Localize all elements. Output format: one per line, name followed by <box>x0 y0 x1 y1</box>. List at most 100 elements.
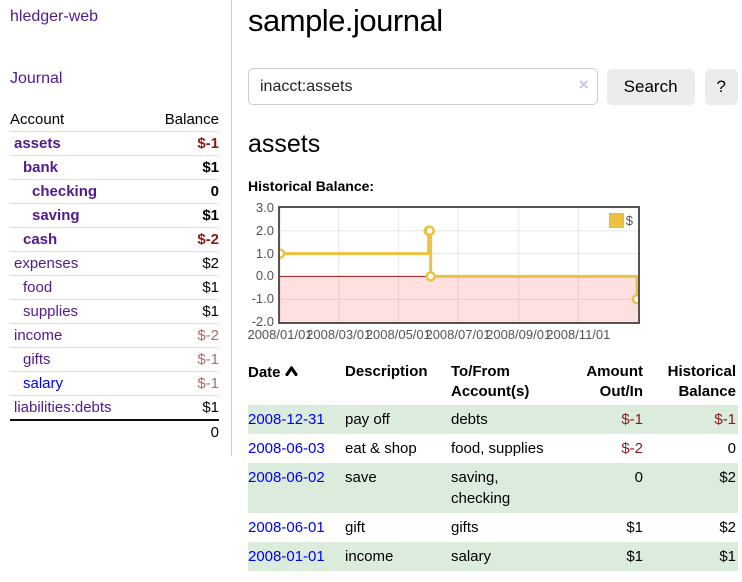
register-row[interactable]: 2008-12-31 pay off debts $-1 $-1 <box>248 405 738 434</box>
chart-plot-area: $ <box>278 206 640 324</box>
register-header-description: Description <box>345 363 428 380</box>
register-header-balance: Historical Balance <box>667 363 736 400</box>
account-balance: $2 <box>146 251 219 276</box>
transaction-date-link[interactable]: 2008-06-03 <box>248 440 325 457</box>
search-form: × Search ? <box>248 68 738 105</box>
account-balance: $-1 <box>146 371 219 396</box>
accounts-table: Account Balance assets $-1 bank $1 checking 0… <box>10 108 219 444</box>
y-axis-tick-label: -2.0 <box>251 314 274 329</box>
register-cell-balance: $-1 <box>714 411 736 428</box>
account-row: supplies $1 <box>10 299 219 324</box>
transaction-date-link[interactable]: 2008-12-31 <box>248 411 325 428</box>
sidebar-account-link[interactable]: bank <box>23 159 59 176</box>
account-row: liabilities:debts $1 <box>10 395 219 420</box>
x-axis-tick-label: 2008/01/01 <box>247 327 313 342</box>
register-cell-date: 2008-12-31 <box>248 405 345 434</box>
sidebar-account-link[interactable]: gifts <box>23 351 51 368</box>
account-balance: $1 <box>146 275 219 300</box>
register-cell-description: pay off <box>345 411 390 428</box>
account-balance: $-1 <box>146 131 219 156</box>
legend-swatch-icon <box>608 213 624 228</box>
account-heading: assets <box>248 130 321 158</box>
y-axis-tick-label: -1.0 <box>251 291 274 307</box>
register-cell-balance: 0 <box>727 440 736 457</box>
transaction-date-link[interactable]: 2008-06-01 <box>248 519 325 536</box>
accounts-header-account: Account <box>10 111 65 128</box>
x-axis-tick-label: 2008/09/01 <box>486 327 552 342</box>
account-row: food $1 <box>10 275 219 300</box>
register-header-accounts: To/From Account(s) <box>451 363 530 400</box>
y-axis-tick-label: 2.0 <box>255 222 274 238</box>
account-row: bank $1 <box>10 155 219 180</box>
accounts-header-row: Account Balance <box>10 108 219 132</box>
search-input[interactable] <box>248 68 598 105</box>
chart-legend: $ <box>608 213 633 228</box>
balance-chart: $ 3.0 2.0 1.0 0.0 -1.0 -2.0 2008/01/01 2008/03/… <box>247 200 648 345</box>
account-row: income $-2 <box>10 323 219 348</box>
register-row[interactable]: 2008-06-03 eat & shop food, supplies $-2 0 <box>248 434 738 463</box>
sidebar-account-link[interactable]: cash <box>23 231 58 248</box>
accounts-total-value: 0 <box>146 419 219 444</box>
account-balance: $1 <box>146 155 219 180</box>
x-axis-tick-label: 2008/11/01 <box>546 327 611 342</box>
register-row[interactable]: 2008-06-02 save saving, checking 0 $2 <box>248 463 738 513</box>
register-table: Date Description To/From Account(s) Amou… <box>248 359 738 571</box>
search-button[interactable]: Search <box>606 68 695 105</box>
register-cell-accounts: gifts <box>451 519 479 536</box>
accounts-total-spacer <box>10 419 147 444</box>
help-button[interactable]: ? <box>704 68 738 105</box>
account-row: cash $-2 <box>10 227 219 252</box>
sidebar-account-link[interactable]: expenses <box>14 255 79 272</box>
register-cell-accounts: saving, checking <box>451 469 511 507</box>
y-axis-tick-label: 1.0 <box>255 245 274 261</box>
account-balance: $-2 <box>146 227 219 252</box>
register-cell-accounts: debts <box>451 411 488 428</box>
account-row: checking 0 <box>10 179 219 204</box>
register-cell-description: save <box>345 469 377 486</box>
clear-search-icon[interactable]: × <box>578 75 589 94</box>
x-axis-tick-label: 2008/03/01 <box>306 327 372 342</box>
account-balance: $-2 <box>146 323 219 348</box>
sidebar-account-link[interactable]: supplies <box>23 303 79 320</box>
chart-title: Historical Balance: <box>248 178 375 194</box>
x-axis-tick-label: 2008/07/01 <box>425 327 491 342</box>
search-box: × <box>248 68 598 105</box>
sidebar-account-link[interactable]: assets <box>14 135 61 152</box>
sidebar-account-link[interactable]: checking <box>32 183 98 200</box>
sidebar-item-journal[interactable]: Journal <box>10 70 63 87</box>
account-balance: $1 <box>146 299 219 324</box>
account-row: salary $-1 <box>10 371 219 396</box>
sort-asc-icon <box>284 362 298 382</box>
main-content: sample.journal × Search ? assets Histori… <box>247 0 738 571</box>
register-cell-balance: $2 <box>719 469 736 486</box>
transaction-date-link[interactable]: 2008-06-02 <box>248 469 325 486</box>
register-cell-description: gift <box>345 519 366 536</box>
sidebar-account-link[interactable]: income <box>14 327 63 344</box>
register-cell-date: 2008-01-01 <box>248 542 345 571</box>
register-cell-accounts: salary <box>451 548 492 565</box>
register-cell-date: 2008-06-03 <box>248 434 345 463</box>
account-row: expenses $2 <box>10 251 219 276</box>
register-row[interactable]: 2008-06-01 gift gifts $1 $2 <box>248 513 738 542</box>
account-balance: $-1 <box>146 347 219 372</box>
register-cell-accounts: food, supplies <box>451 440 544 457</box>
register-cell-balance: $1 <box>719 548 736 565</box>
register-cell-amount: 0 <box>634 469 643 486</box>
sidebar-account-link[interactable]: salary <box>23 375 64 392</box>
register-cell-amount: $-2 <box>621 440 643 457</box>
account-balance: $1 <box>146 203 219 228</box>
sidebar-account-link[interactable]: food <box>23 279 53 296</box>
register-header-row: Date Description To/From Account(s) Amou… <box>248 359 738 405</box>
register-cell-description: eat & shop <box>345 440 417 457</box>
sidebar-account-link[interactable]: liabilities:debts <box>14 399 112 416</box>
register-header-date-label: Date <box>248 364 281 381</box>
register-row[interactable]: 2008-01-01 income salary $1 $1 <box>248 542 738 571</box>
app-title-link[interactable]: hledger-web <box>10 8 99 25</box>
y-axis-tick-label: 0.0 <box>255 268 274 284</box>
x-axis-tick-label: 2008/05/01 <box>365 327 431 342</box>
accounts-header-balance: Balance <box>164 111 219 128</box>
register-header-date[interactable]: Date <box>248 359 345 405</box>
register-cell-amount: $1 <box>626 548 643 565</box>
transaction-date-link[interactable]: 2008-01-01 <box>248 548 325 565</box>
sidebar-account-link[interactable]: saving <box>32 207 80 224</box>
